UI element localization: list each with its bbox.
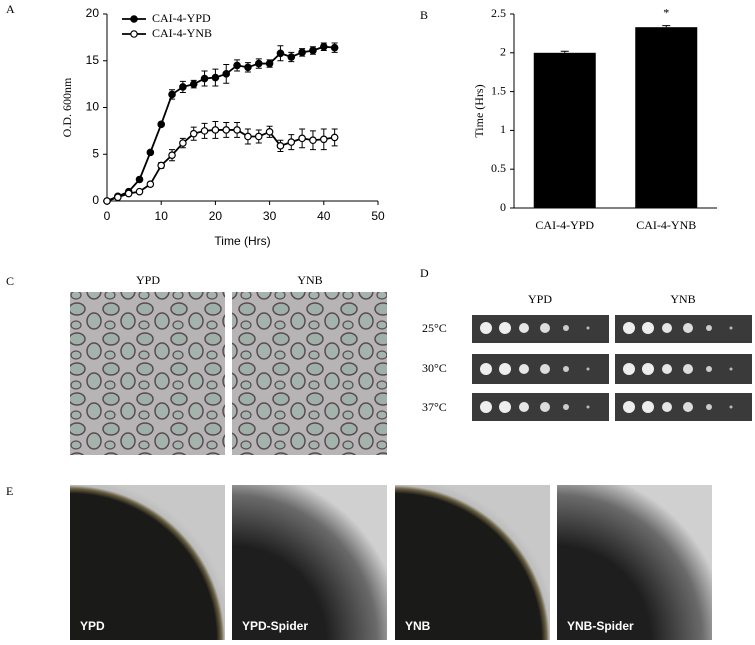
spot-plates xyxy=(472,315,752,421)
marker xyxy=(135,175,144,184)
column-label: YPD xyxy=(528,292,552,306)
image-label: YNB-Spider xyxy=(567,619,634,633)
panel-letter: C xyxy=(6,274,14,288)
micrograph xyxy=(70,292,225,455)
marker xyxy=(276,49,285,58)
series-line xyxy=(106,129,335,202)
marker xyxy=(309,46,317,55)
marker xyxy=(179,139,187,147)
marker xyxy=(233,126,241,134)
marker xyxy=(330,43,339,52)
marker xyxy=(103,197,111,205)
marker xyxy=(146,148,155,157)
y-tick-label: 0 xyxy=(92,193,99,207)
marker xyxy=(298,48,306,57)
colony-image xyxy=(395,485,550,640)
row-label: 30°C xyxy=(422,361,447,375)
legend-label: CAI-4-YNB xyxy=(152,26,212,40)
colony-image xyxy=(557,485,712,640)
marker xyxy=(211,73,220,82)
marker xyxy=(265,128,274,136)
y-tick-label: 10 xyxy=(86,100,100,114)
x-tick-label: 50 xyxy=(371,209,385,223)
marker xyxy=(319,42,328,51)
x-tick-label: 40 xyxy=(317,209,331,223)
legend-marker xyxy=(130,15,138,23)
marker xyxy=(168,90,176,99)
marker xyxy=(222,126,231,134)
x-tick-label: CAI-4-YPD xyxy=(535,218,594,232)
marker xyxy=(244,63,252,72)
y-tick-label: 2.5 xyxy=(491,6,506,20)
x-tick-label: 0 xyxy=(104,209,111,223)
colony-image xyxy=(70,485,225,640)
marker xyxy=(233,61,241,70)
y-tick-label: 1.5 xyxy=(491,83,506,97)
y-tick-label: 1 xyxy=(500,122,506,136)
image-label: YPD xyxy=(80,619,105,633)
marker xyxy=(276,142,285,150)
marker xyxy=(179,83,187,91)
image-label: YNB xyxy=(405,619,431,633)
bar xyxy=(635,27,698,208)
series-line xyxy=(106,45,335,202)
marker xyxy=(211,126,220,134)
marker xyxy=(254,132,263,141)
marker xyxy=(287,138,296,146)
micrograph xyxy=(232,292,387,455)
y-tick-label: 5 xyxy=(92,146,99,160)
colony-image xyxy=(232,485,387,640)
marker xyxy=(265,59,274,68)
marker xyxy=(168,151,176,159)
y-tick-label: 20 xyxy=(86,6,100,20)
row-label: 25°C xyxy=(422,321,447,335)
annotation: * xyxy=(663,5,669,19)
legend-marker xyxy=(130,30,138,38)
marker xyxy=(200,74,209,83)
marker xyxy=(330,133,339,142)
marker xyxy=(189,80,198,88)
marker xyxy=(189,129,198,138)
marker xyxy=(287,53,296,61)
marker xyxy=(244,132,252,141)
y-tick-label: 0 xyxy=(500,200,506,214)
marker xyxy=(222,70,231,78)
x-tick-label: CAI-4-YNB xyxy=(636,218,696,232)
y-tick-label: 15 xyxy=(86,53,100,67)
marker xyxy=(309,136,317,145)
marker xyxy=(254,59,263,68)
marker xyxy=(298,134,306,143)
x-axis-label: Time (Hrs) xyxy=(214,234,270,248)
legend-label: CAI-4-YPD xyxy=(152,11,211,25)
column-label: YPD xyxy=(136,273,160,287)
column-label: YNB xyxy=(670,292,695,306)
panel-letter: B xyxy=(420,8,428,22)
y-tick-label: 0.5 xyxy=(491,161,506,175)
x-tick-label: 10 xyxy=(155,209,169,223)
marker xyxy=(157,161,166,170)
marker xyxy=(135,187,144,196)
marker xyxy=(200,127,209,135)
error-bar xyxy=(560,50,569,53)
panel-letter: A xyxy=(6,2,15,16)
panels: A B C D E YPD YNB YPD YNB 25°C 30°C 37°C… xyxy=(6,2,752,640)
marker xyxy=(157,120,166,129)
column-label: YNB xyxy=(297,273,322,287)
marker xyxy=(319,135,328,144)
x-tick-label: 20 xyxy=(209,209,223,223)
marker xyxy=(146,180,155,188)
y-axis-label: O.D. 600nm xyxy=(60,77,74,137)
y-tick-label: 2 xyxy=(500,45,506,59)
error-bar xyxy=(662,25,671,28)
panel-letter: E xyxy=(6,484,13,498)
marker xyxy=(114,193,122,202)
panel-letter: D xyxy=(420,266,429,280)
marker xyxy=(124,189,133,198)
image-label: YPD-Spider xyxy=(242,619,308,633)
bar xyxy=(533,52,596,208)
row-label: 37°C xyxy=(422,400,447,414)
y-axis-label: Time (Hrs) xyxy=(472,84,486,137)
x-tick-label: 30 xyxy=(263,209,277,223)
